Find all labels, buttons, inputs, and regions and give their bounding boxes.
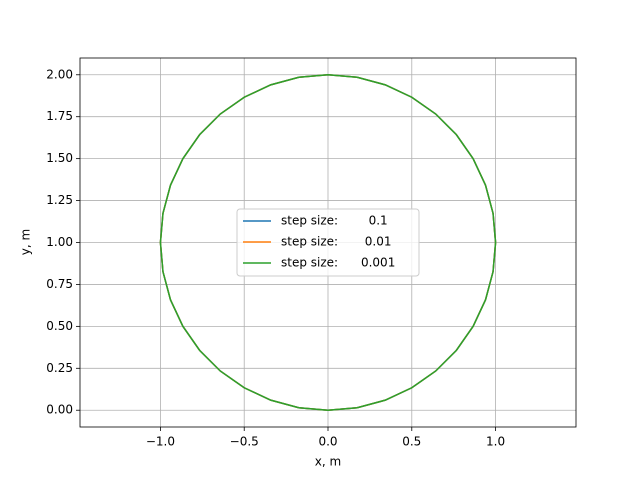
y-tick-label: 1.50: [46, 151, 73, 165]
y-tick-label: 0.50: [46, 319, 73, 333]
legend: step size: 0.1 step size: 0.01 step size: …: [236, 208, 420, 277]
legend-box: [236, 208, 420, 277]
y-tick-label: 0.75: [46, 277, 73, 291]
legend-label: step size: 0.01: [281, 235, 392, 249]
line: [159, 74, 497, 411]
legend-label: step size: 0.1: [281, 214, 388, 228]
y-tick-label: 1.00: [46, 235, 73, 249]
y-tick-label: 1.25: [46, 193, 73, 207]
plot-frame: [79, 57, 577, 428]
x-axis-label: x, m: [315, 455, 341, 469]
y-tick-label: 0.00: [46, 403, 73, 417]
x-tick-label: 0.0: [318, 435, 337, 449]
y-tick-label: 1.75: [46, 109, 73, 123]
x-tick-label: −1.0: [146, 435, 175, 449]
x-tick-label: 1.0: [486, 435, 505, 449]
x-tick-label: 0.5: [402, 435, 421, 449]
y-axis-label: y, m: [19, 229, 33, 255]
x-tick-label: −0.5: [230, 435, 259, 449]
y-tick-label: 0.25: [46, 361, 73, 375]
y-tick-label: 2.00: [46, 67, 73, 81]
legend-label: step size: 0.001: [281, 256, 395, 270]
